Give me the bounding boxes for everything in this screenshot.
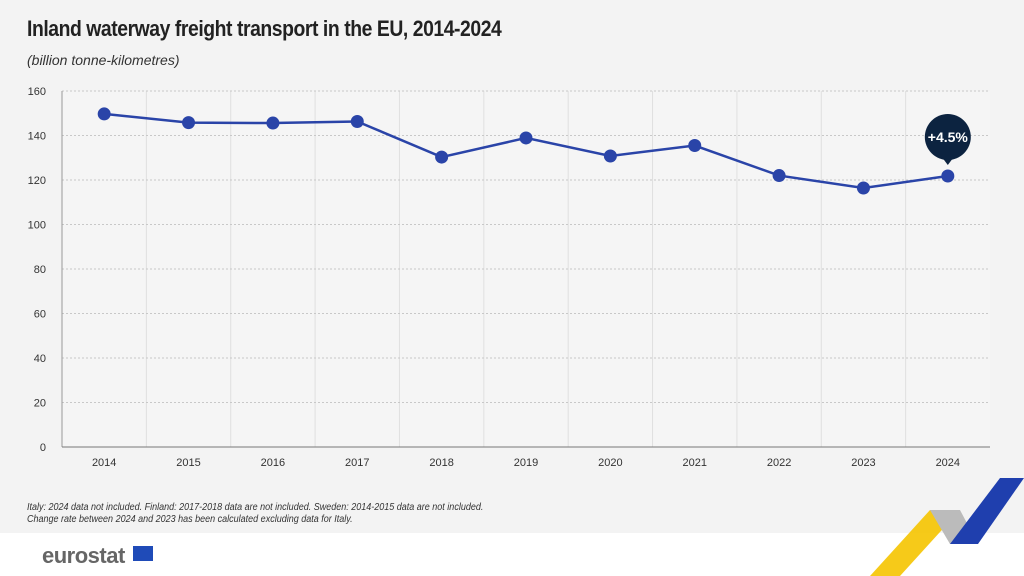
line-chart: 0 20 40 60 80 100 120 140 160 2014 2015 2016 2017 201… <box>28 86 990 469</box>
footnote-1: Italy: 2024 data not included. Finland: … <box>27 502 484 513</box>
x-tick-label: 2024 <box>936 457 960 469</box>
data-point <box>266 116 280 130</box>
y-tick-label: 140 <box>28 131 46 143</box>
data-point <box>941 169 955 183</box>
data-point <box>519 131 533 145</box>
x-tick-label: 2018 <box>429 457 453 469</box>
eurostat-logo: eurostat <box>42 543 125 568</box>
data-point <box>603 149 617 163</box>
y-tick-label: 100 <box>28 220 46 232</box>
data-point <box>435 150 449 164</box>
data-point <box>97 107 111 121</box>
y-tick-label: 120 <box>28 175 46 187</box>
x-tick-label: 2014 <box>92 457 116 469</box>
y-tick-label: 80 <box>34 264 46 276</box>
data-point <box>182 116 196 130</box>
x-tick-label: 2023 <box>851 457 875 469</box>
y-tick-label: 40 <box>34 353 46 365</box>
chart-subtitle: (billion tonne-kilometres) <box>27 52 180 68</box>
data-point <box>350 114 364 128</box>
y-tick-label: 160 <box>28 86 46 98</box>
x-tick-label: 2022 <box>767 457 791 469</box>
chart-title: Inland waterway freight transport in the… <box>27 16 502 41</box>
decorative-ribbon-icon <box>870 478 1024 576</box>
x-tick-label: 2020 <box>598 457 622 469</box>
y-tick-label: 20 <box>34 398 46 410</box>
eu-flag-icon <box>133 546 153 561</box>
data-point <box>772 169 786 183</box>
data-point <box>688 139 702 153</box>
y-tick-label: 60 <box>34 309 46 321</box>
x-tick-label: 2015 <box>176 457 200 469</box>
change-callout <box>924 113 971 160</box>
x-tick-label: 2021 <box>682 457 706 469</box>
footnote-2: Change rate between 2024 and 2023 has be… <box>27 514 353 525</box>
data-point <box>856 181 870 195</box>
callout-pointer <box>941 156 954 165</box>
x-tick-label: 2017 <box>345 457 369 469</box>
change-label: +4.5% <box>928 129 969 145</box>
x-tick-label: 2016 <box>261 457 285 469</box>
x-tick-label: 2019 <box>514 457 538 469</box>
y-tick-label: 0 <box>40 442 46 454</box>
